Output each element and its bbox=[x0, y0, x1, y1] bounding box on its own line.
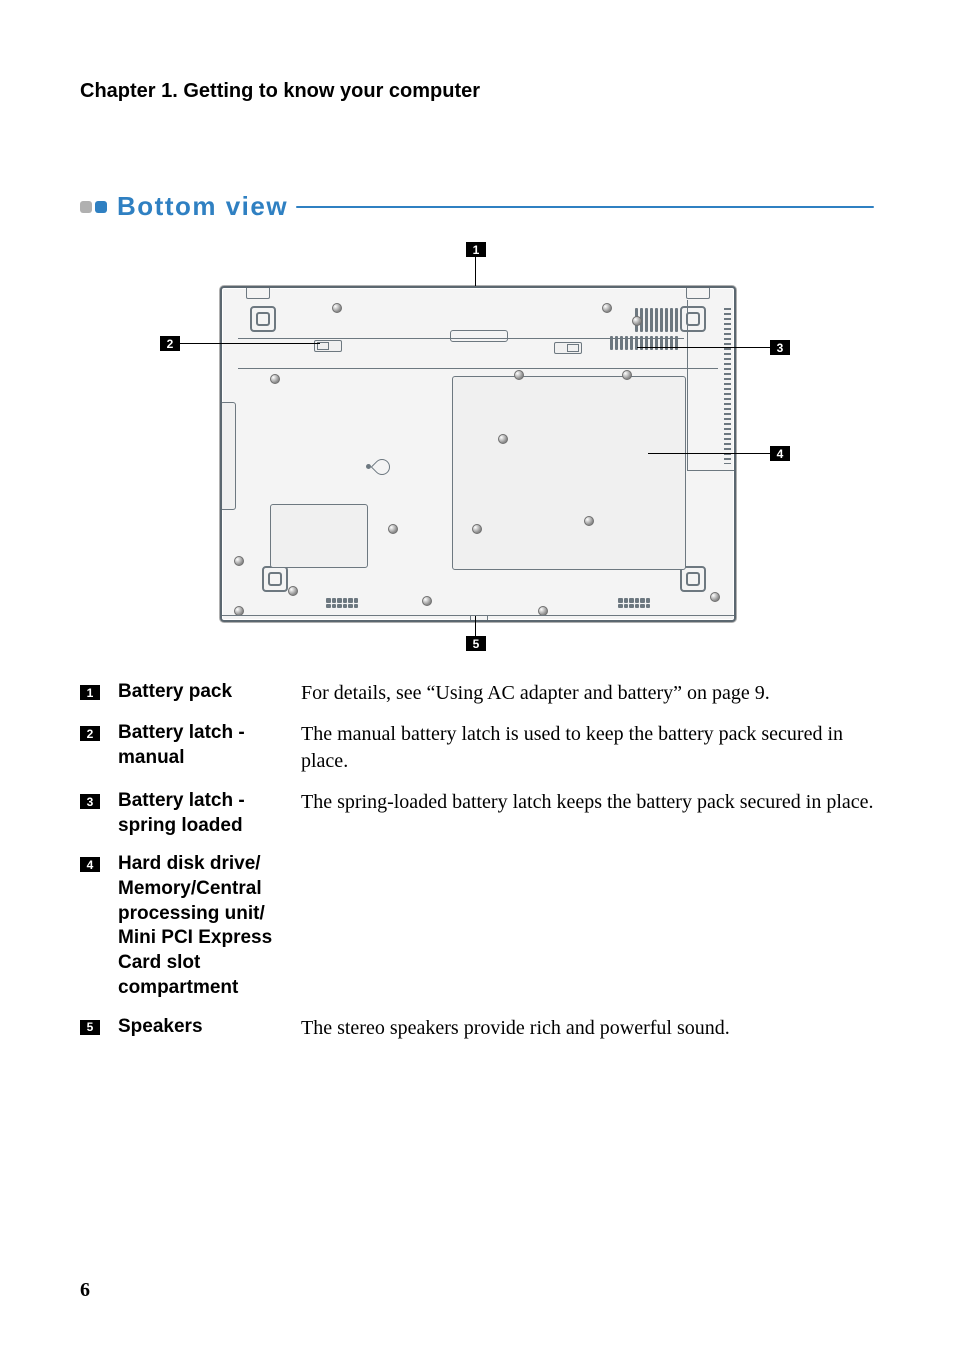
screw-icon bbox=[514, 370, 524, 380]
leader-line bbox=[648, 453, 770, 454]
screw-icon bbox=[710, 592, 720, 602]
list-term: Hard disk drive/ Memory/Central processi… bbox=[118, 852, 293, 1000]
screw-icon bbox=[632, 316, 642, 326]
rubber-foot-icon bbox=[262, 566, 288, 592]
list-item: 3 Battery latch - spring loaded The spri… bbox=[80, 789, 874, 838]
callout-3: 3 bbox=[770, 340, 790, 355]
list-number-badge: 5 bbox=[80, 1020, 100, 1035]
leader-line bbox=[637, 347, 770, 348]
list-description: The stereo speakers provide rich and pow… bbox=[301, 1015, 874, 1042]
bottom-tab bbox=[470, 615, 488, 621]
battery-latch-spring bbox=[554, 342, 582, 354]
list-item: 2 Battery latch - manual The manual batt… bbox=[80, 721, 874, 775]
laptop-bottom-outline bbox=[220, 286, 736, 622]
bullet-icon bbox=[80, 201, 92, 213]
callout-2: 2 bbox=[160, 336, 180, 351]
list-description: The manual battery latch is used to keep… bbox=[301, 721, 874, 775]
speaker-grille-right bbox=[618, 598, 650, 608]
screw-icon bbox=[472, 524, 482, 534]
list-term: Battery pack bbox=[118, 680, 293, 705]
hdd-compartment-panel bbox=[452, 376, 686, 570]
list-term: Battery latch - manual bbox=[118, 721, 293, 770]
bullet-icon bbox=[95, 201, 107, 213]
list-term: Speakers bbox=[118, 1015, 293, 1040]
list-item: 4 Hard disk drive/ Memory/Central proces… bbox=[80, 852, 874, 1000]
small-panel bbox=[270, 504, 368, 568]
callout-4: 4 bbox=[770, 446, 790, 461]
list-description: The spring-loaded battery latch keeps th… bbox=[301, 789, 874, 816]
chapter-heading: Chapter 1. Getting to know your computer bbox=[80, 80, 874, 103]
battery-latch-manual bbox=[314, 340, 342, 352]
section-title: Bottom view bbox=[117, 191, 288, 222]
list-number-badge: 1 bbox=[80, 685, 100, 700]
list-number-badge: 4 bbox=[80, 857, 100, 872]
battery-groove bbox=[238, 368, 718, 369]
battery-handle bbox=[450, 330, 508, 342]
document-page: Chapter 1. Getting to know your computer… bbox=[0, 0, 954, 1352]
screw-icon bbox=[422, 596, 432, 606]
callout-1: 1 bbox=[466, 242, 486, 257]
section-title-row: Bottom view bbox=[80, 191, 874, 222]
screw-icon bbox=[498, 434, 508, 444]
top-notch bbox=[686, 288, 710, 299]
screw-icon bbox=[270, 374, 280, 384]
speaker-grille-left bbox=[326, 598, 358, 608]
optical-drive-panel bbox=[220, 402, 236, 510]
bottom-view-diagram: 1 2 3 4 5 bbox=[80, 236, 874, 656]
leader-line bbox=[475, 257, 476, 286]
screw-icon bbox=[388, 524, 398, 534]
list-description: For details, see “Using AC adapter and b… bbox=[301, 680, 874, 707]
screw-icon bbox=[288, 586, 298, 596]
leader-line bbox=[180, 343, 320, 344]
vent-strip-border bbox=[687, 300, 734, 471]
component-list: 1 Battery pack For details, see “Using A… bbox=[80, 680, 874, 1042]
list-item: 1 Battery pack For details, see “Using A… bbox=[80, 680, 874, 707]
page-number: 6 bbox=[80, 1279, 90, 1302]
screw-icon bbox=[332, 303, 342, 313]
screw-icon bbox=[584, 516, 594, 526]
section-rule-icon bbox=[296, 206, 874, 208]
list-number-badge: 3 bbox=[80, 794, 100, 809]
top-notch bbox=[246, 288, 270, 299]
list-term: Battery latch - spring loaded bbox=[118, 789, 293, 838]
callout-5: 5 bbox=[466, 636, 486, 651]
leader-line bbox=[475, 616, 476, 636]
list-item: 5 Speakers The stereo speakers provide r… bbox=[80, 1015, 874, 1042]
list-number-badge: 2 bbox=[80, 726, 100, 741]
rubber-foot-icon bbox=[680, 566, 706, 592]
screw-icon bbox=[622, 370, 632, 380]
section-bullets-icon bbox=[80, 201, 107, 213]
screw-icon bbox=[234, 556, 244, 566]
rubber-foot-icon bbox=[250, 306, 276, 332]
screw-icon bbox=[602, 303, 612, 313]
onekey-icon bbox=[371, 456, 394, 479]
